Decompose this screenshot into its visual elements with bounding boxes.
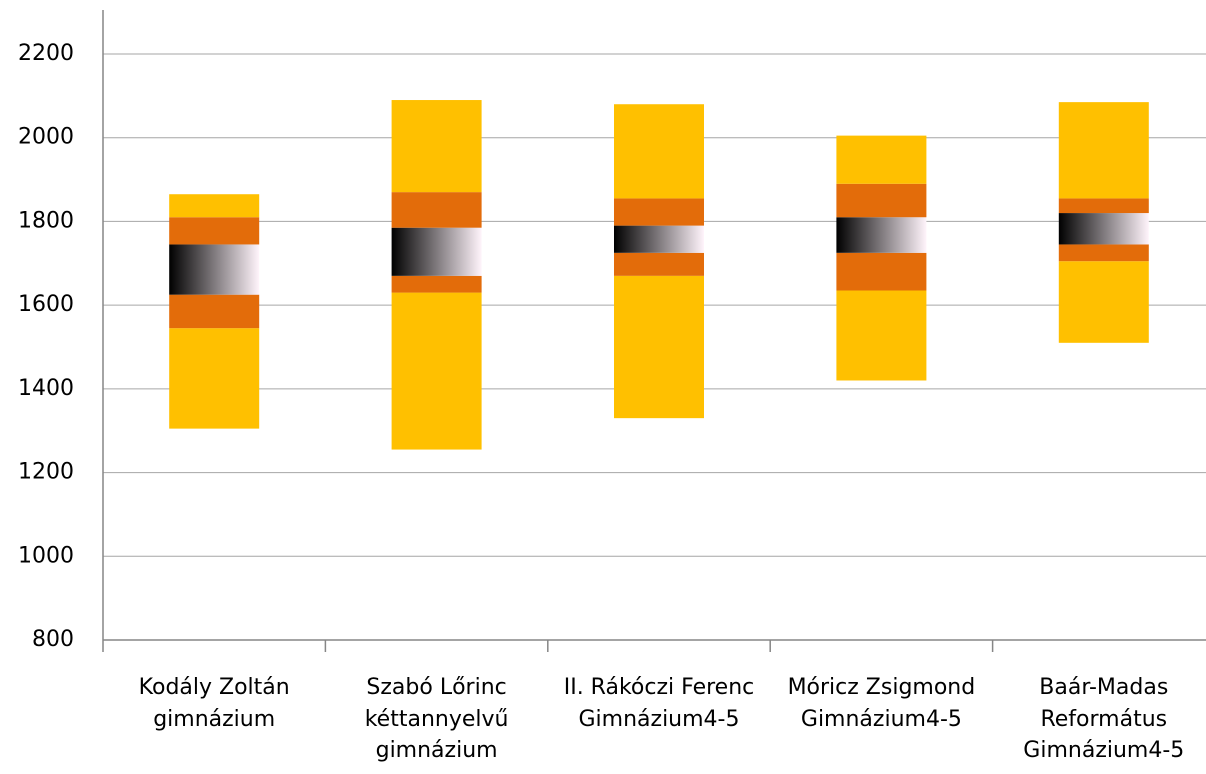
band — [836, 135, 927, 184]
x-tick-label: II. Rákóczi Ferenc Gimnázium4-5 — [563, 675, 755, 732]
x-tick-label: Baár-Madas Református Gimnázium4-5 — [1023, 675, 1185, 763]
band — [169, 244, 260, 295]
y-tick-label: 1400 — [18, 376, 74, 401]
band — [614, 198, 704, 226]
y-tick-label: 800 — [32, 627, 74, 652]
band — [614, 275, 704, 419]
band — [391, 100, 482, 193]
band — [1058, 244, 1149, 262]
band — [169, 328, 260, 429]
x-tick-label: Szabó Lőrinc kéttannyelvű gimnázium — [364, 675, 509, 763]
y-tick-label: 1200 — [18, 460, 74, 485]
x-tick-label: Kodály Zoltán gimnázium — [138, 675, 290, 732]
x-tick-label: Móricz Zsigmond Gimnázium4-5 — [787, 675, 976, 732]
band — [836, 290, 927, 381]
y-tick-label: 1800 — [18, 208, 74, 233]
band — [391, 227, 482, 276]
band — [1058, 213, 1149, 245]
y-tick-label: 1600 — [18, 292, 74, 317]
y-tick-label: 1000 — [18, 543, 74, 568]
band — [169, 217, 260, 245]
band — [1058, 198, 1149, 214]
band — [614, 225, 704, 253]
band — [169, 194, 260, 218]
band — [614, 104, 704, 199]
band — [169, 294, 260, 329]
band — [836, 217, 927, 253]
band — [391, 275, 482, 293]
band — [391, 292, 482, 450]
band — [1058, 261, 1149, 343]
y-tick-label: 2200 — [18, 41, 74, 66]
y-tick-label: 2000 — [18, 125, 74, 150]
band — [836, 252, 927, 291]
band — [614, 252, 704, 276]
band — [391, 192, 482, 228]
band — [1058, 102, 1149, 199]
band — [836, 183, 927, 218]
